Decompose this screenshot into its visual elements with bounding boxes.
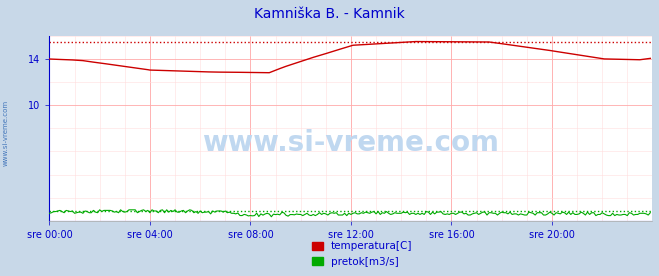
Text: Kamniška B. - Kamnik: Kamniška B. - Kamnik [254, 7, 405, 21]
Text: www.si-vreme.com: www.si-vreme.com [202, 129, 500, 157]
Legend: temperatura[C], pretok[m3/s]: temperatura[C], pretok[m3/s] [308, 237, 416, 271]
Text: www.si-vreme.com: www.si-vreme.com [2, 99, 9, 166]
